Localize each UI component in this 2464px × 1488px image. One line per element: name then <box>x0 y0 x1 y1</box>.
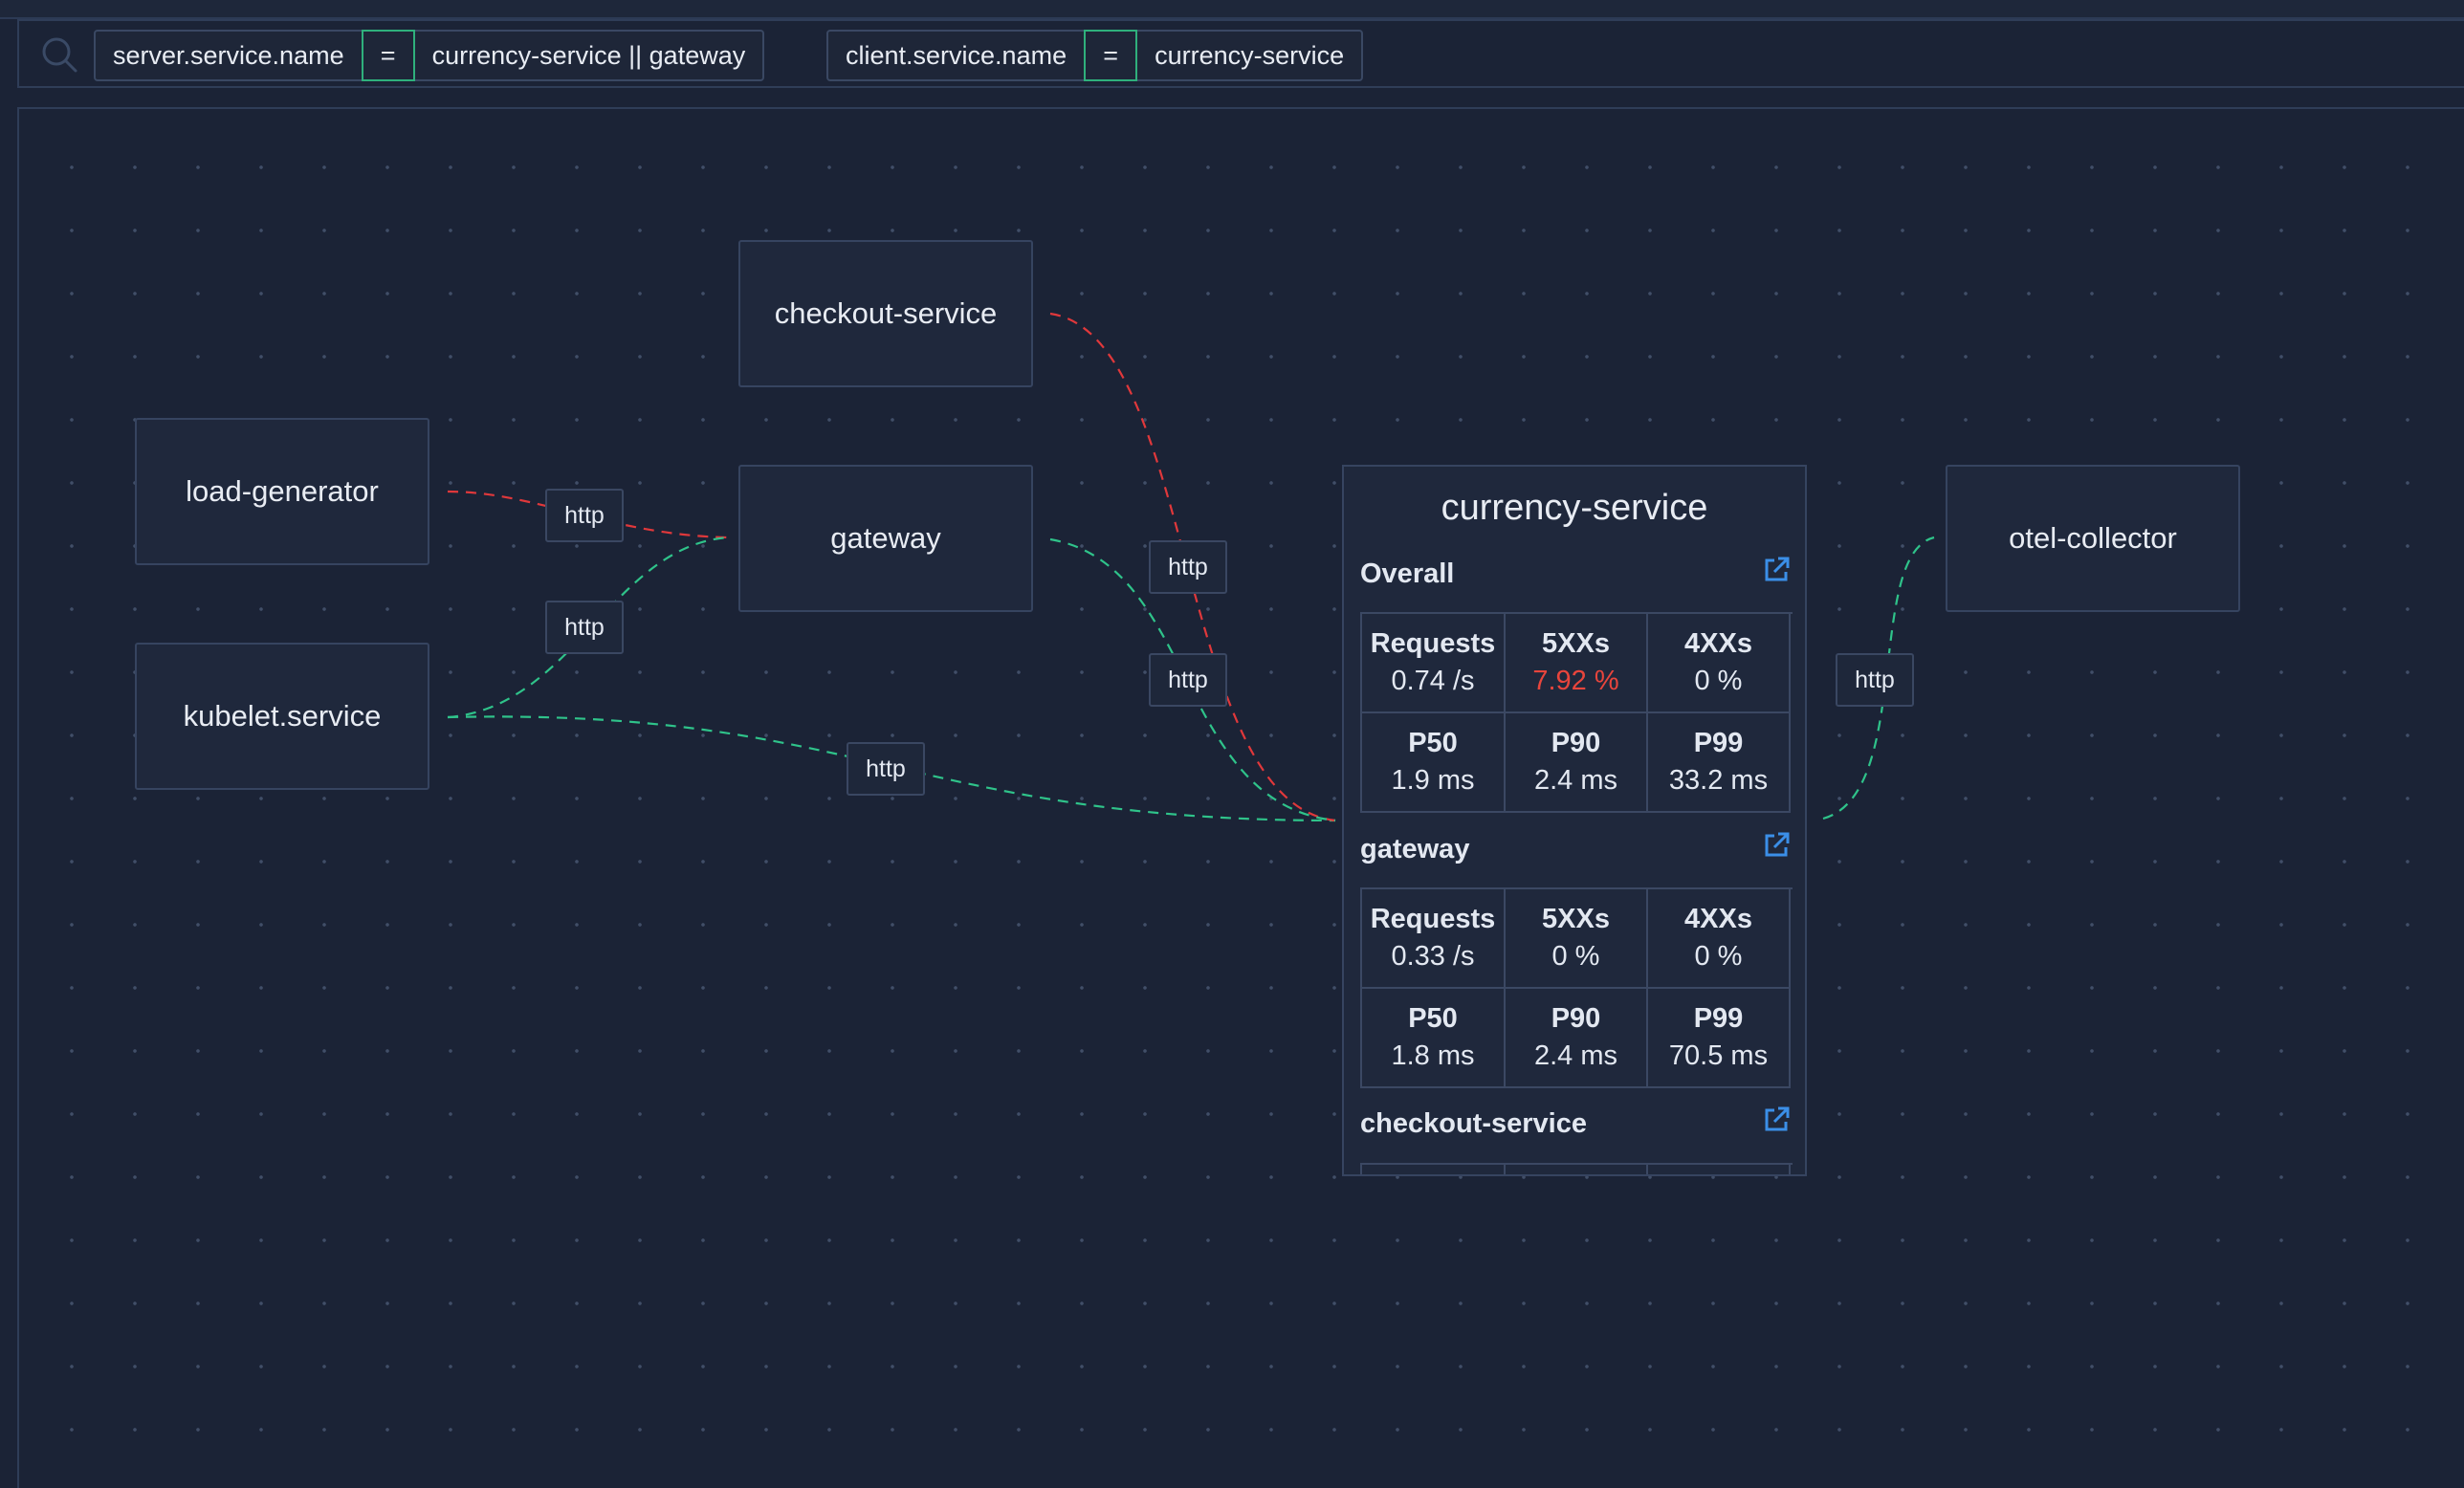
external-link-icon[interactable] <box>1761 1105 1792 1135</box>
metric-value: 0 % <box>1694 666 1743 696</box>
metric-p99: P99 70.5 ms <box>1648 989 1791 1088</box>
panel-title: currency-service <box>1441 488 1708 528</box>
filter-bar[interactable]: server.service.name = currency-service |… <box>17 19 2464 88</box>
metric-p90: P90 2.4 ms <box>1506 713 1648 813</box>
metric-p50: P50 1.8 ms <box>1362 989 1506 1088</box>
metric-value: 1.9 ms <box>1391 765 1475 796</box>
edge-label-http[interactable]: http <box>1836 653 1914 707</box>
filter-key: client.service.name <box>846 40 1067 70</box>
metric-4xxs: 4XXs 0 % <box>1648 889 1791 989</box>
edge-label-http[interactable]: http <box>545 601 624 654</box>
metric-p50: P50 1.9 ms <box>1362 713 1506 813</box>
metric-value: 0 % <box>1694 941 1743 972</box>
edge-kubelet-gateway[interactable] <box>447 536 730 719</box>
section-title-checkout-service: checkout-service <box>1360 1108 1587 1139</box>
top-strip <box>0 0 2464 19</box>
metric-value: 2.4 ms <box>1533 765 1618 796</box>
node-load-generator[interactable]: load-generator <box>135 418 429 565</box>
node-label: checkout-service <box>774 296 998 330</box>
external-link-icon[interactable] <box>1761 555 1792 585</box>
service-map-canvas[interactable] <box>17 107 2464 1488</box>
section-title-gateway: gateway <box>1360 834 1470 864</box>
metric-value: 1.8 ms <box>1391 1040 1475 1071</box>
service-details-panel[interactable]: currency-service Overall Requests 0.74 /s… <box>1342 465 1807 1176</box>
section-title-overall: Overall <box>1360 558 1455 589</box>
node-kubelet-service[interactable]: kubelet.service <box>135 643 429 790</box>
node-label: kubelet.service <box>183 699 382 733</box>
metric-requests: Requests 0.74 /s <box>1362 614 1506 713</box>
metric-label: P90 <box>1551 728 1601 758</box>
metric-label: 4XXs <box>1684 628 1752 659</box>
metric-label: 4XXs <box>1684 904 1752 934</box>
filter-operator[interactable]: = <box>1084 30 1138 81</box>
metric-label: 5XXs <box>1542 628 1610 659</box>
metric-label: Requests <box>1370 904 1496 934</box>
filter-chip-client-service[interactable]: client.service.name = currency-service <box>826 30 1364 81</box>
metric-value: 70.5 ms <box>1668 1040 1769 1071</box>
metric-label: 5XXs <box>1542 904 1610 934</box>
edge-label-http[interactable]: http <box>847 742 925 796</box>
metrics-grid-overall: Requests 0.74 /s 5XXs 7.92 % 4XXs 0 % P50 1.… <box>1360 612 1793 813</box>
metric-label: Requests <box>1370 628 1496 659</box>
node-label: gateway <box>830 521 941 555</box>
node-gateway[interactable]: gateway <box>738 465 1033 612</box>
metric-label: P99 <box>1693 728 1744 758</box>
node-otel-collector[interactable]: otel-collector <box>1946 465 2240 612</box>
metric-cell-partial <box>1506 1165 1648 1174</box>
metric-cell-partial <box>1362 1165 1506 1174</box>
node-checkout-service[interactable]: checkout-service <box>738 240 1033 387</box>
metric-5xxs: 5XXs 7.92 % <box>1506 614 1648 713</box>
metric-cell-partial <box>1648 1165 1791 1174</box>
metrics-grid-gateway: Requests 0.33 /s 5XXs 0 % 4XXs 0 % P50 1.8 m… <box>1360 887 1793 1088</box>
metric-value: 0.74 /s <box>1391 666 1475 696</box>
metric-5xxs: 5XXs 0 % <box>1506 889 1648 989</box>
metric-4xxs: 4XXs 0 % <box>1648 614 1791 713</box>
metric-label: P99 <box>1693 1003 1744 1034</box>
metric-label: P50 <box>1408 728 1458 758</box>
external-link-icon[interactable] <box>1761 830 1792 861</box>
metric-value: 33.2 ms <box>1668 765 1769 796</box>
metric-label: P90 <box>1551 1003 1601 1034</box>
filter-key: server.service.name <box>113 40 344 70</box>
filter-operator[interactable]: = <box>361 30 415 81</box>
filter-chip-server-service[interactable]: server.service.name = currency-service |… <box>94 30 765 81</box>
search-icon[interactable] <box>40 35 78 74</box>
metric-requests: Requests 0.33 /s <box>1362 889 1506 989</box>
metrics-grid-checkout-service <box>1360 1163 1793 1174</box>
metric-value: 0 % <box>1551 941 1600 972</box>
edge-label-http[interactable]: http <box>1149 540 1227 594</box>
edge-label-http[interactable]: http <box>1149 653 1227 707</box>
filter-value: currency-service <box>1155 40 1345 70</box>
metric-value-error: 7.92 % <box>1532 666 1619 696</box>
edge-label-http[interactable]: http <box>545 489 624 542</box>
node-label: load-generator <box>186 474 379 508</box>
metric-label: P50 <box>1408 1003 1458 1034</box>
metric-p90: P90 2.4 ms <box>1506 989 1648 1088</box>
filter-value: currency-service || gateway <box>431 40 746 70</box>
metric-p99: P99 33.2 ms <box>1648 713 1791 813</box>
metric-value: 0.33 /s <box>1391 941 1475 972</box>
node-label: otel-collector <box>2009 521 2177 555</box>
metric-value: 2.4 ms <box>1533 1040 1618 1071</box>
